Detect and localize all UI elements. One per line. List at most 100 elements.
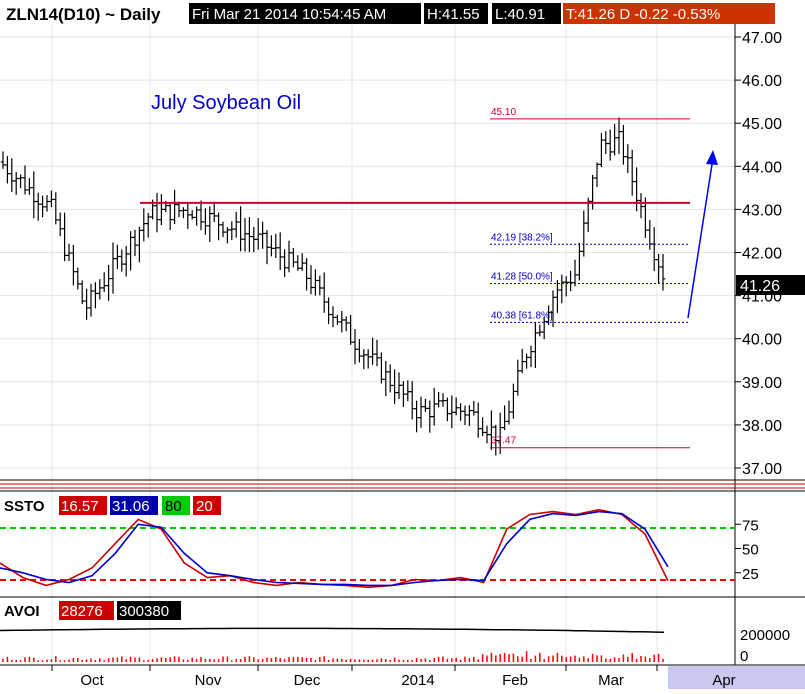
ohlc-bar	[229, 221, 234, 241]
ohlc-bar	[506, 400, 512, 425]
ohlc-bar	[141, 208, 146, 242]
ohlc-bar	[388, 364, 393, 393]
ssto-overbought-value: 80	[165, 498, 182, 515]
price-grid	[0, 24, 735, 665]
last-price-label: 41.26	[740, 278, 780, 295]
ohlc-bar	[634, 167, 639, 212]
last-price-box	[736, 275, 805, 295]
ssto-series-line	[0, 508, 669, 589]
ohlc-bar	[467, 405, 472, 426]
avoi-volume-value: 28276	[61, 603, 103, 620]
ohlc-bar	[36, 192, 41, 221]
avoi-tick-0: 0	[740, 648, 748, 665]
ohlc-bar	[273, 233, 278, 259]
price-tick-label: 44.00	[742, 159, 782, 176]
ohlc-bar	[234, 211, 239, 238]
ohlc-bar	[572, 259, 578, 287]
ohlc-bar	[445, 397, 450, 422]
ohlc-bar	[242, 217, 248, 252]
ohlc-bar	[660, 253, 666, 291]
avoi-legend: AVOI 28276 300380	[4, 601, 181, 620]
ohlc-bar	[352, 328, 358, 365]
ohlc-bar	[304, 258, 309, 291]
ohlc-bar	[62, 212, 67, 262]
price-bars	[0, 117, 666, 456]
ssto-tick-label: 50	[742, 542, 759, 559]
ohlc-bar	[190, 210, 195, 220]
ohlc-bar	[546, 305, 551, 326]
ohlc-bar	[31, 171, 36, 219]
ohlc-bar	[286, 240, 292, 273]
header-bar: ZLN14(D10) ~ Daily Fri Mar 21 2014 10:54…	[6, 3, 775, 24]
ohlc-bar	[49, 190, 54, 208]
ohlc-bar	[159, 194, 164, 226]
ohlc-bar	[423, 398, 428, 412]
ohlc-bar	[256, 218, 261, 250]
ohlc-bar	[480, 417, 485, 437]
price-tick-label: 46.00	[742, 73, 782, 90]
ohlc-bar	[396, 372, 402, 399]
fib-level-label: 40.38 [61.8%]	[491, 310, 553, 321]
ohlc-bar	[520, 348, 525, 374]
ohlc-bar	[339, 310, 344, 333]
ohlc-bar	[216, 212, 221, 241]
fib-level-label: 45.10	[491, 107, 516, 118]
ohlc-bar	[71, 244, 76, 286]
ohlc-bar	[484, 425, 490, 444]
ohlc-bar	[608, 129, 613, 161]
avoi-label: AVOI	[4, 603, 40, 620]
ohlc-bar	[528, 345, 534, 368]
ohlc-bar	[80, 280, 85, 304]
ohlc-bar	[643, 197, 648, 238]
ssto-axis: 75 50 25	[735, 517, 759, 583]
ohlc-bar	[542, 317, 547, 340]
ohlc-bar	[462, 405, 468, 425]
forecast-arrow	[687, 150, 718, 319]
ohlc-bar	[511, 383, 516, 419]
ssto-lines	[0, 508, 669, 589]
symbol-title: ZLN14(D10) ~ Daily	[6, 5, 161, 24]
open-interest-line	[0, 627, 665, 633]
ohlc-bar	[603, 131, 608, 155]
forecast-arrow-shaft	[687, 157, 714, 319]
ohlc-bar	[278, 232, 283, 270]
ohlc-bar	[313, 269, 318, 296]
ohlc-bar	[335, 314, 340, 325]
ohlc-bar	[621, 124, 626, 165]
ohlc-bar	[40, 195, 45, 218]
price-tick-label: 43.00	[742, 202, 782, 219]
ohlc-bar	[454, 397, 459, 416]
price-axis: 47.0046.0045.0044.0043.0042.0041.0040.00…	[735, 30, 782, 478]
ssto-tick-label: 25	[742, 566, 759, 583]
ohlc-bar	[432, 387, 437, 426]
ohlc-bar	[9, 158, 14, 192]
avoi-tick-200000: 200000	[740, 627, 790, 644]
ssto-oversold-value: 20	[196, 498, 213, 515]
ohlc-bar	[410, 381, 415, 420]
ohlc-bar	[247, 217, 252, 253]
ohlc-bar	[264, 230, 270, 265]
ohlc-bar	[414, 400, 419, 433]
ssto-d-value: 31.06	[112, 498, 150, 515]
high-readout: H:41.55	[427, 6, 480, 23]
datetime-readout: Fri Mar 21 2014 10:54:45 AM	[192, 6, 386, 23]
ohlc-bar	[533, 322, 538, 368]
ohlc-bar	[176, 201, 182, 218]
time-tick-label: 2014	[401, 672, 434, 689]
ohlc-bar	[44, 195, 50, 212]
ohlc-bar	[392, 369, 397, 405]
ohlc-bar	[401, 381, 406, 407]
ohlc-bar	[418, 396, 424, 428]
ohlc-bar	[115, 244, 120, 270]
ohlc-bar	[14, 172, 19, 195]
ohlc-bar	[370, 337, 375, 365]
ohlc-bar	[599, 133, 604, 168]
ohlc-bar	[146, 212, 151, 238]
avoi-oi-value: 300380	[119, 603, 169, 620]
ohlc-bar	[581, 210, 586, 257]
ohlc-bar	[427, 400, 432, 433]
ohlc-bar	[102, 272, 107, 293]
ohlc-bar	[357, 339, 362, 363]
ohlc-bar	[616, 117, 622, 154]
